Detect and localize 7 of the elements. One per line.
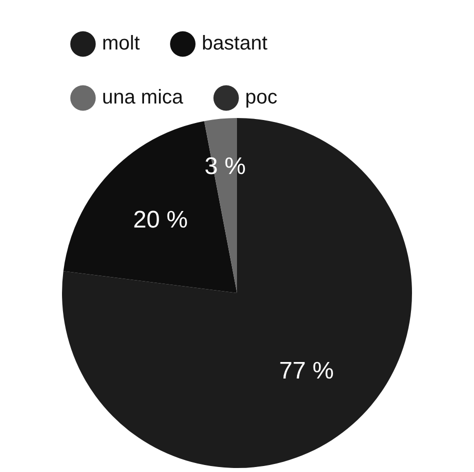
data-label: 77 % [279, 357, 334, 384]
legend-label: bastant [202, 32, 268, 55]
legend-label: poc [245, 86, 278, 109]
legend-label: una mica [102, 86, 184, 109]
data-label: 20 % [133, 206, 188, 234]
data-label: 3 % [204, 153, 246, 180]
legend-label: molt [102, 32, 140, 55]
